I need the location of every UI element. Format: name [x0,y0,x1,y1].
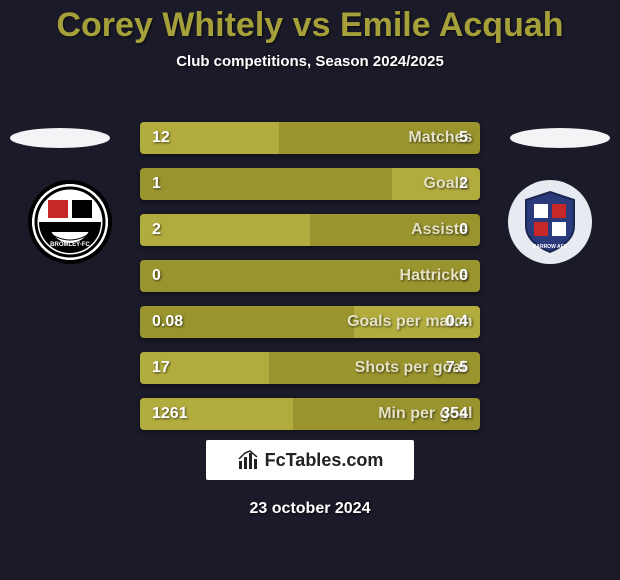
fctables-logo-text: FcTables.com [265,450,384,471]
stat-value-left: 17 [152,359,170,377]
date-text: 23 october 2024 [250,500,371,518]
club-crest-right: BARROW AFC [508,180,592,264]
player1-shadow [10,128,110,148]
stat-value-right: 0 [459,221,468,239]
vs-text: vs [293,6,331,44]
barrow-crest-icon: BARROW AFC [514,186,586,258]
stat-row: 0.08Goals per match0.4 [140,306,480,338]
player1-name: Corey Whitely [56,6,283,44]
stat-value-right: 0.4 [446,313,468,331]
bromley-crest-icon: BROMLEY-FC [34,186,106,258]
fctables-logo[interactable]: FcTables.com [206,440,414,480]
stat-row: 0Hattricks0 [140,260,480,292]
stat-value-right: 354 [441,405,468,423]
stat-value-right: 7.5 [446,359,468,377]
stat-row: 17Shots per goal7.5 [140,352,480,384]
stat-value-left: 0.08 [152,313,183,331]
stat-row: 2Assists0 [140,214,480,246]
stat-value-left: 12 [152,129,170,147]
stat-label: Hattricks [400,267,468,285]
stats-panel: 12Matches51Goals22Assists00Hattricks00.0… [140,122,480,444]
svg-text:BROMLEY-FC: BROMLEY-FC [50,242,90,248]
player2-shadow [510,128,610,148]
club-crest-left: BROMLEY-FC [28,180,112,264]
stat-value-left: 2 [152,221,161,239]
stat-value-left: 1261 [152,405,188,423]
stat-value-left: 1 [152,175,161,193]
stat-row: 1261Min per goal354 [140,398,480,430]
stat-fill-left [140,214,310,246]
page-title: Corey Whitely vs Emile Acquah [0,0,620,45]
subtitle: Club competitions, Season 2024/2025 [0,53,620,70]
stat-row: 1Goals2 [140,168,480,200]
stat-value-right: 5 [459,129,468,147]
stat-row: 12Matches5 [140,122,480,154]
stat-value-left: 0 [152,267,161,285]
player2-name: Emile Acquah [340,6,564,44]
stat-value-right: 0 [459,267,468,285]
svg-text:BARROW AFC: BARROW AFC [533,244,568,250]
fctables-chart-icon [237,449,259,471]
stat-value-right: 2 [459,175,468,193]
